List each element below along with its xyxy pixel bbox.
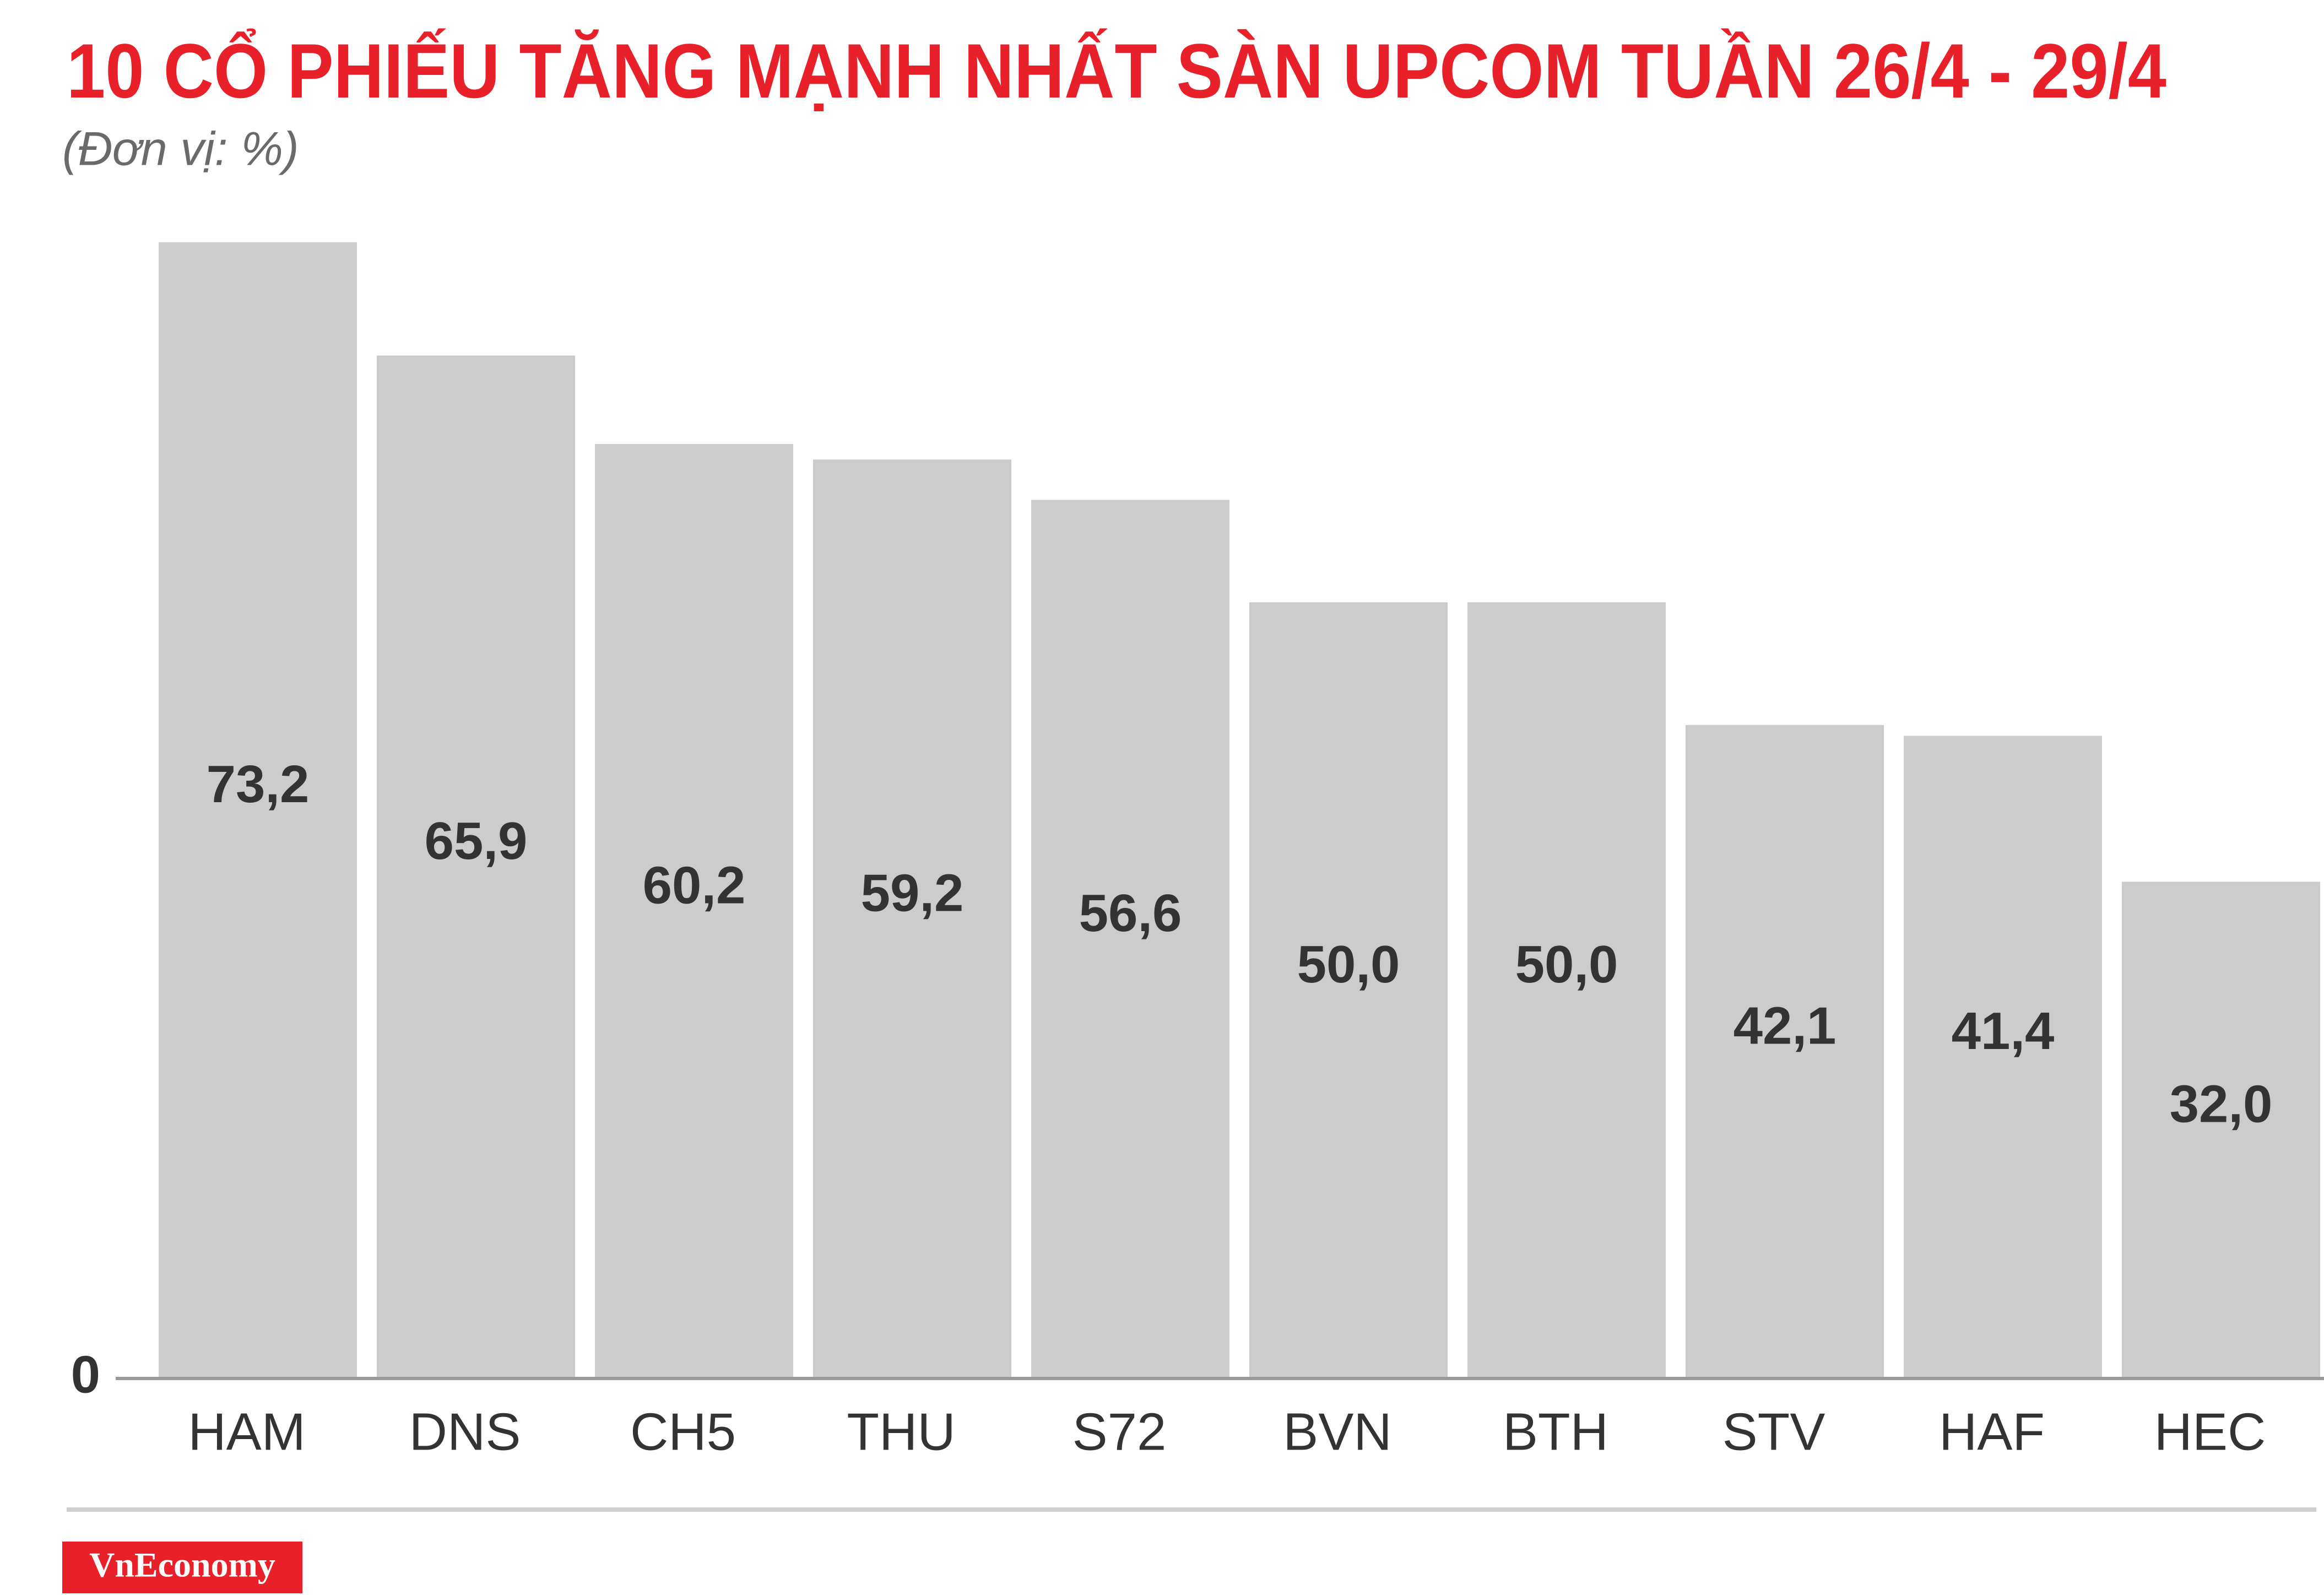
value-label: 73,2 xyxy=(207,755,310,814)
value-label: 42,1 xyxy=(1733,996,1837,1055)
value-label: 41,4 xyxy=(1952,1002,2055,1061)
source-label: VnEconomy xyxy=(89,1545,275,1585)
value-label: 32,0 xyxy=(2170,1075,2273,1134)
bar xyxy=(813,459,1011,1378)
x-tick-label: HEC xyxy=(2154,1402,2266,1461)
bar xyxy=(1686,724,1884,1378)
bar xyxy=(1249,602,1448,1378)
chart-subtitle: (Đơn vị: %) xyxy=(62,123,299,176)
bar xyxy=(2122,882,2320,1378)
x-tick-label: CH5 xyxy=(630,1402,736,1461)
value-label: 56,6 xyxy=(1079,884,1182,943)
y-tick-label: 0 xyxy=(71,1345,100,1404)
x-tick-label: THU xyxy=(847,1402,955,1461)
chart-title: 10 CỔ PHIẾU TĂNG MẠNH NHẤT SÀN UPCOM TUẦ… xyxy=(67,28,2166,114)
x-tick-label: HAF xyxy=(1939,1402,2045,1461)
x-tick-label: BVN xyxy=(1283,1402,1391,1461)
bar xyxy=(1467,602,1666,1378)
bar xyxy=(595,444,793,1378)
value-label: 65,9 xyxy=(425,812,528,871)
bar xyxy=(1904,736,2102,1378)
value-label: 60,2 xyxy=(643,856,746,915)
x-tick-label: DNS xyxy=(409,1402,521,1461)
x-tick-label: S72 xyxy=(1072,1402,1167,1461)
x-tick-label: STV xyxy=(1722,1402,1825,1461)
source-badge xyxy=(62,1542,302,1593)
bar xyxy=(1031,500,1229,1379)
value-label: 59,2 xyxy=(861,863,964,922)
value-label: 50,0 xyxy=(1297,935,1400,994)
bar xyxy=(159,242,357,1378)
value-label: 50,0 xyxy=(1515,935,1618,994)
bar xyxy=(377,355,575,1378)
x-tick-label: BTH xyxy=(1503,1402,1608,1461)
x-tick-label: HAM xyxy=(188,1402,305,1461)
